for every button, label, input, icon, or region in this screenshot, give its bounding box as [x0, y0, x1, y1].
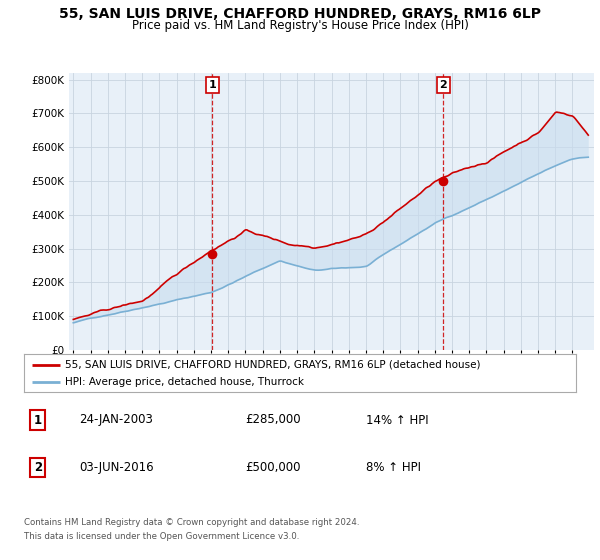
Text: 2: 2 — [440, 80, 447, 90]
Text: HPI: Average price, detached house, Thurrock: HPI: Average price, detached house, Thur… — [65, 377, 304, 388]
Text: This data is licensed under the Open Government Licence v3.0.: This data is licensed under the Open Gov… — [24, 532, 299, 541]
Text: 24-JAN-2003: 24-JAN-2003 — [79, 413, 153, 427]
Text: Contains HM Land Registry data © Crown copyright and database right 2024.: Contains HM Land Registry data © Crown c… — [24, 518, 359, 527]
Text: 55, SAN LUIS DRIVE, CHAFFORD HUNDRED, GRAYS, RM16 6LP: 55, SAN LUIS DRIVE, CHAFFORD HUNDRED, GR… — [59, 7, 541, 21]
Text: 14% ↑ HPI: 14% ↑ HPI — [366, 413, 429, 427]
Text: 2: 2 — [34, 461, 42, 474]
Text: 8% ↑ HPI: 8% ↑ HPI — [366, 461, 421, 474]
Text: £285,000: £285,000 — [245, 413, 301, 427]
Text: Price paid vs. HM Land Registry's House Price Index (HPI): Price paid vs. HM Land Registry's House … — [131, 19, 469, 32]
Text: 55, SAN LUIS DRIVE, CHAFFORD HUNDRED, GRAYS, RM16 6LP (detached house): 55, SAN LUIS DRIVE, CHAFFORD HUNDRED, GR… — [65, 360, 481, 370]
Text: 1: 1 — [209, 80, 217, 90]
Text: £500,000: £500,000 — [245, 461, 301, 474]
Text: 03-JUN-2016: 03-JUN-2016 — [79, 461, 154, 474]
Text: 1: 1 — [34, 413, 42, 427]
